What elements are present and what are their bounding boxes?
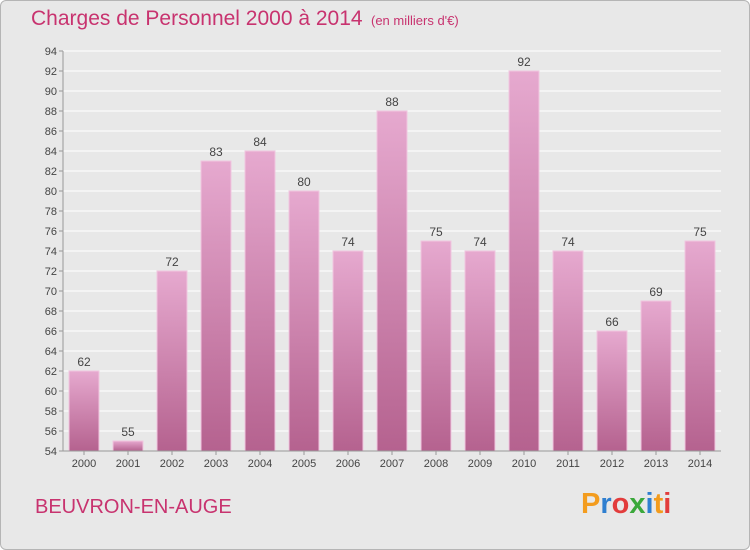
y-tick-label: 68	[45, 306, 57, 318]
y-tick-labels: 54 56 58 60 62 64 66 68 70 72 74 76 78 80 82 84 86 88 90 92…	[45, 46, 57, 458]
y-tick-label: 66	[45, 326, 57, 338]
x-tick-label-2007: 2007	[380, 458, 404, 470]
bar-2003	[200, 160, 232, 452]
x-tick-label-2005: 2005	[292, 458, 316, 470]
value-label-2001: 55	[121, 425, 135, 439]
bar-2013	[640, 300, 672, 452]
commune-name: BEUVRON-EN-AUGE	[35, 496, 232, 518]
bars	[68, 70, 716, 452]
y-tick-label: 80	[45, 186, 57, 198]
x-tick-label-2008: 2008	[424, 458, 448, 470]
value-label-2003: 83	[209, 145, 223, 159]
value-label-2000: 62	[77, 355, 91, 369]
value-labels: 62 55 72 83 84 80 74 88 75 74 92 74 66 69 75	[77, 55, 707, 439]
logo-letter: i	[663, 488, 672, 520]
proxiti-logo[interactable]: Proxiti	[581, 488, 671, 521]
bar-2001	[112, 440, 144, 452]
x-tick-label-2004: 2004	[248, 458, 272, 470]
bar-2002	[156, 270, 188, 452]
y-tick-label: 74	[45, 246, 57, 258]
y-tick-label: 82	[45, 166, 57, 178]
y-tick-label: 58	[45, 406, 57, 418]
x-tick-label-2009: 2009	[468, 458, 492, 470]
value-label-2005: 80	[297, 175, 311, 189]
chart-subtitle: (en milliers d'€)	[371, 13, 459, 28]
value-label-2010: 92	[517, 55, 531, 69]
value-label-2009: 74	[473, 235, 487, 249]
bar-2010	[508, 70, 540, 452]
bar-2005	[288, 190, 320, 452]
y-tick-label: 94	[45, 46, 57, 58]
y-tick-label: 90	[45, 86, 57, 98]
chart-title: Charges de Personnel 2000 à 2014	[31, 7, 363, 30]
x-tick-labels: 2000 2001 2002 2003 2004 2005 2006 2007 2008 2009…	[72, 451, 712, 470]
x-tick-label-2014: 2014	[688, 458, 712, 470]
value-label-2002: 72	[165, 255, 179, 269]
y-tick-label: 78	[45, 206, 57, 218]
bar-2012	[596, 330, 628, 452]
x-tick-label-2001: 2001	[116, 458, 140, 470]
bar-2009	[464, 250, 496, 452]
y-tick-label: 64	[45, 346, 57, 358]
value-label-2008: 75	[429, 225, 443, 239]
bar-2008	[420, 240, 452, 452]
logo-letter: x	[629, 488, 646, 520]
logo-letter: r	[600, 488, 612, 520]
value-label-2012: 66	[605, 315, 619, 329]
x-tick-label-2011: 2011	[556, 458, 580, 470]
y-tick-label: 70	[45, 286, 57, 298]
bar-2000	[68, 370, 100, 452]
y-tick-label: 76	[45, 226, 57, 238]
x-tick-label-2003: 2003	[204, 458, 228, 470]
y-tick-label: 88	[45, 106, 57, 118]
y-tick-label: 60	[45, 386, 57, 398]
logo-letter: i	[645, 488, 654, 520]
y-tick-label: 92	[45, 66, 57, 78]
value-label-2004: 84	[253, 135, 267, 149]
bar-2014	[684, 240, 716, 452]
bar-2011	[552, 250, 584, 452]
value-label-2011: 74	[561, 235, 575, 249]
x-tick-label-2012: 2012	[600, 458, 624, 470]
y-tick-label: 56	[45, 426, 57, 438]
y-tick-label: 54	[45, 446, 57, 458]
bar-2007	[376, 110, 408, 452]
logo-letter: o	[611, 488, 630, 520]
x-tick-label-2002: 2002	[160, 458, 184, 470]
logo-letter: P	[581, 488, 601, 520]
x-tick-label-2013: 2013	[644, 458, 668, 470]
y-tick-label: 62	[45, 366, 57, 378]
bar-2006	[332, 250, 364, 452]
value-label-2006: 74	[341, 235, 355, 249]
x-tick-label-2006: 2006	[336, 458, 360, 470]
y-tick-label: 84	[45, 146, 57, 158]
y-tick-label: 72	[45, 266, 57, 278]
bar-2004	[244, 150, 276, 452]
y-tick-label: 86	[45, 126, 57, 138]
x-tick-label-2000: 2000	[72, 458, 96, 470]
value-label-2007: 88	[385, 95, 399, 109]
value-label-2014: 75	[693, 225, 707, 239]
value-label-2013: 69	[649, 285, 663, 299]
logo-letter: t	[653, 488, 664, 520]
x-tick-label-2010: 2010	[512, 458, 536, 470]
